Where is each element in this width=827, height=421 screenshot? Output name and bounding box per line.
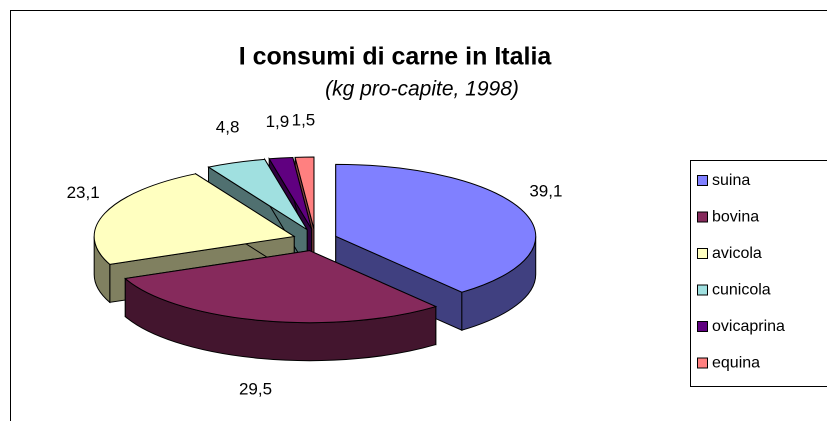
chart-title: I consumi di carne in Italia [239,43,553,71]
data-label: 1,5 [292,111,316,130]
legend-label: bovina [712,209,759,226]
data-label: 29,5 [239,379,272,398]
legend-label: suina [712,172,750,189]
legend-swatch [697,357,708,369]
legend-swatch [697,321,708,332]
slice-top [124,250,438,324]
chart-subtitle: (kg pro-capite, 1998) [325,78,519,101]
legend-swatch [697,284,708,296]
legend-label: cunicola [712,282,771,299]
slice-top [294,156,315,230]
legend-swatch [697,211,708,223]
legend-label: equina [712,355,760,372]
slice-top [335,163,537,293]
data-label: 39,1 [529,182,562,201]
data-label: 23,1 [67,183,100,202]
slice-top [268,156,313,230]
legend-swatch [697,248,708,259]
legend-box [690,160,827,387]
slice-top [93,173,296,265]
legend-label: avicola [712,245,762,262]
legend-label: ovicaprina [712,318,785,335]
data-label: 1,9 [266,112,290,131]
slice-top [207,158,308,231]
legend-swatch [697,175,708,186]
data-label: 4,8 [216,118,240,137]
